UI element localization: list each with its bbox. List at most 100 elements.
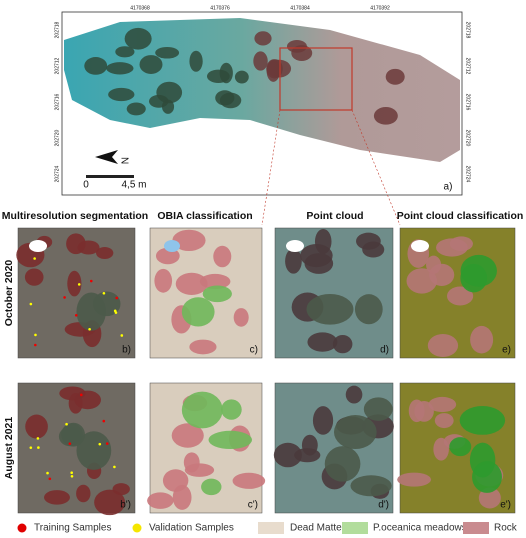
zoom-line	[351, 109, 401, 226]
sample-point	[102, 291, 106, 295]
rock-patch	[74, 390, 102, 410]
panel-label: b')	[120, 500, 131, 511]
seagrass-patch	[108, 87, 135, 102]
panel-label: a)	[444, 182, 453, 193]
x-tick-label: 4170368	[130, 5, 150, 11]
sample-point	[115, 296, 119, 300]
meadow-patch	[363, 397, 393, 421]
scale-end: 4,5 m	[121, 180, 146, 191]
panel-label: e')	[500, 500, 511, 511]
zoom-line	[261, 109, 281, 226]
seagrass-patch	[161, 99, 175, 114]
rock-patch	[434, 413, 454, 429]
rock-patch	[426, 255, 442, 274]
rock-patch	[189, 339, 217, 355]
meadow-patch	[472, 461, 502, 493]
seagrass-patch	[84, 57, 108, 75]
sample-point	[29, 446, 33, 449]
seagrass-patch	[124, 27, 152, 50]
y-tick-label: 202724	[54, 165, 60, 182]
meadow-patch	[208, 430, 253, 450]
rock-patch	[332, 334, 353, 354]
legend-swatch	[258, 522, 284, 534]
meadow-patch	[324, 446, 361, 482]
seagrass-patch	[155, 46, 180, 59]
sample-point	[113, 465, 116, 469]
rock-patch	[449, 236, 473, 252]
sample-point	[63, 296, 66, 299]
rock-patch	[427, 333, 459, 358]
panel-label: c)	[250, 345, 258, 356]
north-label: N	[118, 157, 129, 164]
column-header: OBIA classification	[157, 210, 252, 222]
meadow-patch	[92, 291, 121, 317]
rock-patch	[307, 332, 338, 352]
y-tick-label: 202716	[465, 94, 471, 111]
sample-point	[80, 393, 83, 397]
legend-label: Dead Matte	[290, 523, 342, 534]
meadow-patch	[61, 422, 85, 447]
meadow-patch	[202, 285, 232, 303]
sample-point	[98, 442, 102, 446]
rock-patch	[94, 489, 126, 516]
legend-label: Training Samples	[34, 523, 111, 534]
rock-patch	[147, 492, 174, 509]
rock-patch	[172, 229, 206, 252]
seagrass-patch	[253, 51, 268, 71]
rock-patch	[96, 247, 114, 260]
sample-point	[77, 283, 81, 286]
legend-swatch	[132, 523, 142, 533]
rock-patch	[356, 232, 381, 250]
y-tick-label: 202720	[54, 129, 60, 146]
meadow-patch	[354, 294, 383, 325]
rock-patch	[67, 270, 82, 297]
seagrass-patch	[291, 45, 313, 61]
rock-patch	[25, 414, 48, 439]
rock-patch	[172, 484, 192, 510]
y-tick-label: 202716	[54, 93, 60, 110]
seagrass-patch	[189, 50, 203, 72]
meadow-patch	[350, 475, 392, 497]
rock-patch	[301, 434, 318, 456]
sample-point	[46, 471, 49, 475]
panel-label: c')	[248, 500, 258, 511]
zoom-box	[279, 47, 353, 111]
sample-point	[70, 471, 74, 475]
panel-label: d)	[380, 345, 389, 356]
legend-swatch	[342, 522, 368, 534]
rock-patch	[406, 268, 438, 294]
x-tick-label: 4170384	[290, 5, 310, 11]
rock-patch	[273, 442, 302, 468]
sample-point	[70, 474, 74, 478]
sample-point	[48, 477, 52, 481]
north-arrow	[95, 150, 118, 164]
seagrass-patch	[115, 46, 135, 58]
column-header: Point cloud classification	[397, 210, 524, 222]
rock-patch	[175, 272, 208, 295]
water-patch	[164, 240, 180, 252]
sample-point	[120, 334, 124, 337]
sample-point	[105, 442, 109, 445]
y-tick-label: 202724	[465, 166, 471, 183]
y-tick-label: 202720	[465, 130, 471, 147]
rock-patch	[428, 396, 457, 413]
meadow-patch	[460, 254, 497, 287]
y-tick-label: 202712	[465, 58, 471, 75]
sample-point	[102, 419, 106, 423]
meadow-patch	[449, 437, 472, 457]
column-header: Point cloud	[306, 210, 363, 222]
meadow-patch	[181, 297, 215, 327]
sample-point	[34, 333, 37, 337]
rock-patch	[397, 472, 432, 487]
rock-patch	[171, 423, 204, 448]
seagrass-patch	[139, 55, 163, 74]
seagrass-patch	[234, 70, 249, 84]
seagrass-patch	[106, 62, 134, 75]
rock-patch	[233, 308, 249, 327]
rock-patch	[77, 240, 100, 255]
sample-point	[89, 279, 93, 283]
rock-patch	[300, 243, 333, 268]
seagrass-patch	[266, 59, 281, 82]
meadow-patch	[459, 406, 506, 435]
